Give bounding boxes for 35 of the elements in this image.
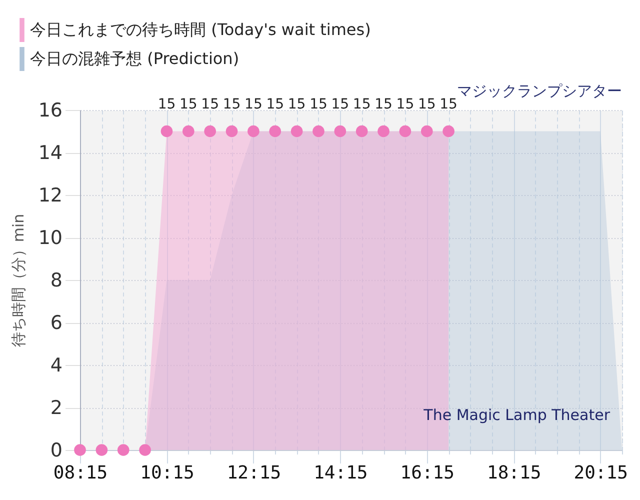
y-tick-label: 14: [38, 142, 62, 164]
data-label: 15: [418, 96, 436, 112]
data-label: 15: [288, 96, 306, 112]
x-tick-label: 16:15: [400, 462, 454, 484]
y-tick-label: 16: [38, 100, 62, 122]
data-label: 15: [310, 96, 328, 112]
legend-label: 今日これまでの待ち時間 (Today's wait times): [30, 20, 371, 39]
chart-title: マジックランプシアター: [457, 82, 622, 100]
y-tick-label: 0: [50, 440, 62, 462]
data-label: 15: [222, 96, 241, 112]
data-label: 15: [331, 96, 350, 112]
y-tick-label: 12: [38, 184, 62, 206]
x-tick-label: 12:15: [226, 462, 282, 484]
x-tick-label: 10:15: [140, 462, 194, 484]
y-tick-label: 6: [50, 312, 62, 334]
data-label: 15: [244, 96, 262, 112]
y-tick-label: 4: [50, 354, 62, 376]
x-tick-label: 08:15: [53, 462, 108, 484]
data-label: 15: [396, 96, 414, 112]
data-label: 15: [266, 96, 284, 112]
y-tick-label: 8: [50, 270, 62, 292]
annotation: The Magic Lamp Theater: [422, 406, 611, 424]
x-tick-label: 20:15: [574, 462, 628, 484]
data-label: 15: [352, 96, 371, 112]
y-tick-label: 10: [38, 227, 62, 249]
data-label: 15: [374, 96, 392, 112]
x-tick-label: 14:15: [314, 462, 368, 484]
y-axis-title: 待ち時間（分）min: [9, 214, 28, 348]
data-label: 15: [201, 96, 219, 112]
data-label: 15: [158, 96, 176, 112]
x-tick-label: 18:15: [487, 462, 542, 484]
y-tick-label: 2: [50, 397, 62, 419]
data-label: 15: [440, 96, 458, 112]
legend-label: 今日の混雑予想 (Prediction): [30, 49, 240, 68]
data-label: 15: [179, 96, 198, 112]
